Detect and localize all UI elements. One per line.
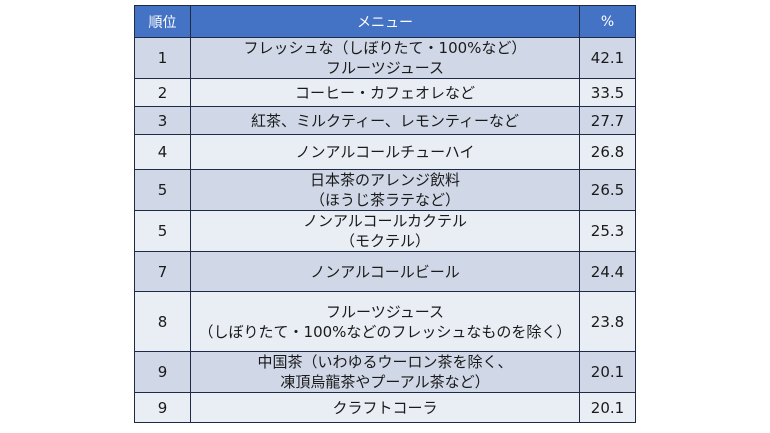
header-rank: 順位	[134, 5, 191, 38]
percent-cell: 23.8	[579, 291, 636, 352]
menu-line: 紅茶、ミルクティー、レモンティーなど	[250, 111, 520, 130]
menu-line: フレッシュな（しぼりたて・100%など）	[243, 39, 527, 57]
table-body: 1 フレッシュな（しぼりたて・100%など） フルーツジュース 42.1 2 コーヒー・カ…	[134, 37, 636, 423]
table-row: 8 フルーツジュース （しぼりたて・100%などのフレッシュなものを除く） 23.8	[134, 291, 636, 352]
rank-cell: 1	[134, 37, 191, 79]
table-row: 9 クラフトコーラ 20.1	[134, 392, 636, 423]
percent-cell: 27.7	[579, 106, 636, 135]
menu-line: ノンアルコールビール	[310, 262, 460, 281]
header-percent: %	[579, 5, 636, 38]
menu-line: （しぼりたて・100%などのフレッシュなものを除く）	[198, 322, 572, 341]
rank-cell: 3	[134, 106, 191, 135]
table-row: 7 ノンアルコールビール 24.4	[134, 251, 636, 292]
table-row: 5 日本茶のアレンジ飲料 （ほうじ茶ラテなど） 26.5	[134, 169, 636, 211]
percent-cell: 33.5	[579, 78, 636, 107]
menu-line: ノンアルコールチューハイ	[295, 143, 475, 161]
percent-cell: 26.8	[579, 134, 636, 170]
menu-line: フルーツジュース	[326, 302, 444, 321]
menu-line: （モクテル）	[339, 232, 430, 250]
percent-cell: 20.1	[579, 392, 636, 423]
menu-cell: クラフトコーラ	[190, 392, 580, 423]
percent-cell: 25.3	[579, 210, 636, 252]
table-row: 9 中国茶（いわゆるウーロン茶を除く、 凍頂烏龍茶やプーアル茶など） 20.1	[134, 351, 636, 393]
menu-cell: ノンアルコールチューハイ	[190, 134, 580, 170]
table-row: 1 フレッシュな（しぼりたて・100%など） フルーツジュース 42.1	[134, 37, 636, 79]
table-row: 2 コーヒー・カフェオレなど 33.5	[134, 78, 636, 107]
menu-cell: フルーツジュース （しぼりたて・100%などのフレッシュなものを除く）	[190, 291, 580, 352]
menu-line: クラフトコーラ	[332, 398, 438, 417]
menu-cell: 紅茶、ミルクティー、レモンティーなど	[190, 106, 580, 135]
table-header: 順位 メニュー %	[134, 5, 636, 38]
rank-cell: 2	[134, 78, 191, 107]
header-row: 順位 メニュー %	[134, 5, 636, 38]
table-row: 5 ノンアルコールカクテル （モクテル） 25.3	[134, 210, 636, 252]
percent-cell: 24.4	[579, 251, 636, 292]
menu-line: フルーツジュース	[326, 59, 444, 77]
rank-cell: 9	[134, 392, 191, 423]
percent-cell: 20.1	[579, 351, 636, 393]
rank-cell: 5	[134, 210, 191, 252]
menu-cell: ノンアルコールビール	[190, 251, 580, 292]
menu-line: 中国茶（いわゆるウーロン茶を除く、	[257, 353, 513, 371]
menu-cell: 日本茶のアレンジ飲料 （ほうじ茶ラテなど）	[190, 169, 580, 211]
rank-cell: 7	[134, 251, 191, 292]
rank-cell: 8	[134, 291, 191, 352]
menu-cell: ノンアルコールカクテル （モクテル）	[190, 210, 580, 252]
menu-line: 日本茶のアレンジ飲料	[309, 171, 460, 189]
menu-cell: 中国茶（いわゆるウーロン茶を除く、 凍頂烏龍茶やプーアル茶など）	[190, 351, 580, 393]
header-menu: メニュー	[190, 5, 580, 38]
menu-line: コーヒー・カフェオレなど	[294, 83, 475, 102]
menu-cell: コーヒー・カフェオレなど	[190, 78, 580, 107]
menu-line: ノンアルコールカクテル	[302, 212, 468, 230]
table-row: 3 紅茶、ミルクティー、レモンティーなど 27.7	[134, 106, 636, 135]
rank-cell: 5	[134, 169, 191, 211]
menu-line: （ほうじ茶ラテなど）	[309, 191, 460, 209]
rank-cell: 4	[134, 134, 191, 170]
percent-cell: 26.5	[579, 169, 636, 211]
menu-line: 凍頂烏龍茶やプーアル茶など）	[280, 373, 490, 391]
rank-cell: 9	[134, 351, 191, 393]
percent-cell: 42.1	[579, 37, 636, 79]
ranking-table: 順位 メニュー % 1 フレッシュな（しぼりたて・100%など） フルーツジュース 4…	[134, 5, 636, 423]
table-row: 4 ノンアルコールチューハイ 26.8	[134, 134, 636, 170]
menu-cell: フレッシュな（しぼりたて・100%など） フルーツジュース	[190, 37, 580, 79]
